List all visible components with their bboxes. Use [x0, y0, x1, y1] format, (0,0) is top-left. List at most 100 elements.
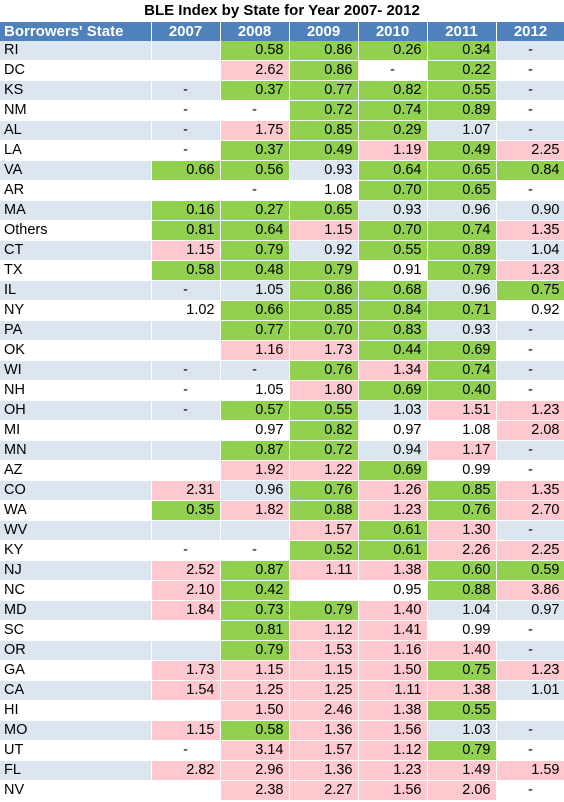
value-cell-2011: 1.17	[427, 440, 497, 461]
value-cell-2010: 1.11	[358, 680, 428, 701]
value-cell-2010: 0.61	[358, 520, 428, 541]
state-cell: NM	[0, 100, 152, 121]
value-cell-2009: 0.79	[289, 260, 359, 281]
value-cell-2007	[151, 700, 221, 721]
value-cell-2011: 0.55	[427, 700, 497, 721]
table-row: WA 0.35 1.82 0.88 1.23 0.76 2.70	[0, 500, 564, 521]
value-cell-2009: 0.82	[289, 420, 359, 441]
value-cell-2007: 2.82	[151, 760, 221, 781]
value-cell-2012: 3.86	[496, 580, 564, 601]
table-row: NC 2.10 0.42 0.95 0.88 3.86	[0, 580, 564, 601]
value-cell-2007: -	[151, 100, 221, 121]
value-cell-2011: 1.03	[427, 720, 497, 741]
value-cell-2010: 0.44	[358, 340, 428, 361]
value-cell-2011: 1.08	[427, 420, 497, 441]
value-cell-2010: 1.34	[358, 360, 428, 381]
value-cell-2009: 0.55	[289, 400, 359, 421]
value-cell-2008: 0.58	[220, 41, 290, 61]
value-cell-2008: 1.05	[220, 280, 290, 301]
value-cell-2012: -	[496, 60, 564, 81]
value-cell-2012: -	[496, 780, 564, 801]
value-cell-2007: 1.15	[151, 720, 221, 741]
value-cell-2012: 0.84	[496, 160, 564, 181]
value-cell-2012: -	[496, 340, 564, 361]
value-cell-2007	[151, 640, 221, 661]
value-cell-2011: 0.76	[427, 500, 497, 521]
value-cell-2010: 1.38	[358, 700, 428, 721]
value-cell-2007: -	[151, 540, 221, 561]
table-row: NH -1.05 1.80 0.69 0.40-	[0, 380, 564, 401]
value-cell-2011: 0.55	[427, 80, 497, 101]
value-cell-2008: 1.92	[220, 460, 290, 481]
table-row: WI - -0.76 1.34 0.74-	[0, 360, 564, 381]
value-cell-2012: 2.08	[496, 420, 564, 441]
value-cell-2010: -	[358, 60, 428, 81]
value-cell-2011: 0.75	[427, 660, 497, 681]
value-cell-2010: 1.56	[358, 720, 428, 741]
state-cell: VA	[0, 160, 152, 181]
column-header-2007: 2007	[151, 22, 221, 41]
table-row: DC 2.62 0.86-0.22-	[0, 60, 564, 81]
value-cell-2010: 1.38	[358, 560, 428, 581]
value-cell-2007: 1.02	[151, 300, 221, 321]
value-cell-2008: 1.16	[220, 340, 290, 361]
value-cell-2008: 0.48	[220, 260, 290, 281]
table-body: RI 0.58 0.86 0.26 0.34- DC 2.62 0.86-0.22- KS -0.…	[0, 41, 564, 801]
state-cell: CA	[0, 680, 152, 701]
table-row: TX 0.58 0.48 0.79 0.91 0.79 1.23	[0, 260, 564, 281]
value-cell-2009: 0.72	[289, 100, 359, 121]
value-cell-2008: 1.05	[220, 380, 290, 401]
state-cell: LA	[0, 140, 152, 161]
value-cell-2011: 0.99	[427, 460, 497, 481]
table-row: CA 1.54 1.25 1.25 1.11 1.38 1.01	[0, 680, 564, 701]
value-cell-2011: 0.96	[427, 280, 497, 301]
value-cell-2012: 2.70	[496, 500, 564, 521]
value-cell-2012: 1.35	[496, 220, 564, 241]
value-cell-2012: 0.97	[496, 600, 564, 621]
value-cell-2009: 2.46	[289, 700, 359, 721]
value-cell-2011: 0.71	[427, 300, 497, 321]
table-row: OK 1.16 1.73 0.44 0.69-	[0, 340, 564, 361]
value-cell-2007: 1.84	[151, 600, 221, 621]
value-cell-2012: 0.59	[496, 560, 564, 581]
value-cell-2010: 0.70	[358, 220, 428, 241]
state-cell: NV	[0, 780, 152, 801]
value-cell-2008: -	[220, 540, 290, 561]
state-cell: WA	[0, 500, 152, 521]
value-cell-2012: -	[496, 180, 564, 201]
column-header-2012: 2012	[496, 22, 564, 41]
value-cell-2007: -	[151, 380, 221, 401]
value-cell-2012: -	[496, 620, 564, 641]
value-cell-2009: 1.15	[289, 220, 359, 241]
value-cell-2010: 1.12	[358, 740, 428, 761]
value-cell-2008: -	[220, 180, 290, 201]
table-row: MO 1.15 0.58 1.36 1.56 1.03-	[0, 720, 564, 741]
value-cell-2010: 1.26	[358, 480, 428, 501]
value-cell-2010: 0.55	[358, 240, 428, 261]
value-cell-2011: 0.74	[427, 220, 497, 241]
value-cell-2007: -	[151, 120, 221, 141]
value-cell-2007	[151, 41, 221, 61]
value-cell-2012: 1.23	[496, 260, 564, 281]
value-cell-2009: 0.86	[289, 60, 359, 81]
state-cell: TX	[0, 260, 152, 281]
table-row: NJ 2.52 0.87 1.11 1.38 0.60 0.59	[0, 560, 564, 581]
state-cell: IL	[0, 280, 152, 301]
value-cell-2007	[151, 180, 221, 201]
value-cell-2007	[151, 440, 221, 461]
value-cell-2012: -	[496, 520, 564, 541]
table-row: FL 2.82 2.96 1.36 1.23 1.49 1.59	[0, 760, 564, 781]
value-cell-2009: 1.08	[289, 180, 359, 201]
value-cell-2011: 0.40	[427, 380, 497, 401]
value-cell-2010: 0.69	[358, 460, 428, 481]
value-cell-2007: 0.66	[151, 160, 221, 181]
column-header-2008: 2008	[220, 22, 290, 41]
state-cell: PA	[0, 320, 152, 341]
state-cell: MD	[0, 600, 152, 621]
value-cell-2010: 1.23	[358, 760, 428, 781]
value-cell-2009: 1.36	[289, 760, 359, 781]
value-cell-2011: 0.65	[427, 180, 497, 201]
state-cell: SC	[0, 620, 152, 641]
column-header-2009: 2009	[289, 22, 359, 41]
value-cell-2012: -	[496, 41, 564, 61]
